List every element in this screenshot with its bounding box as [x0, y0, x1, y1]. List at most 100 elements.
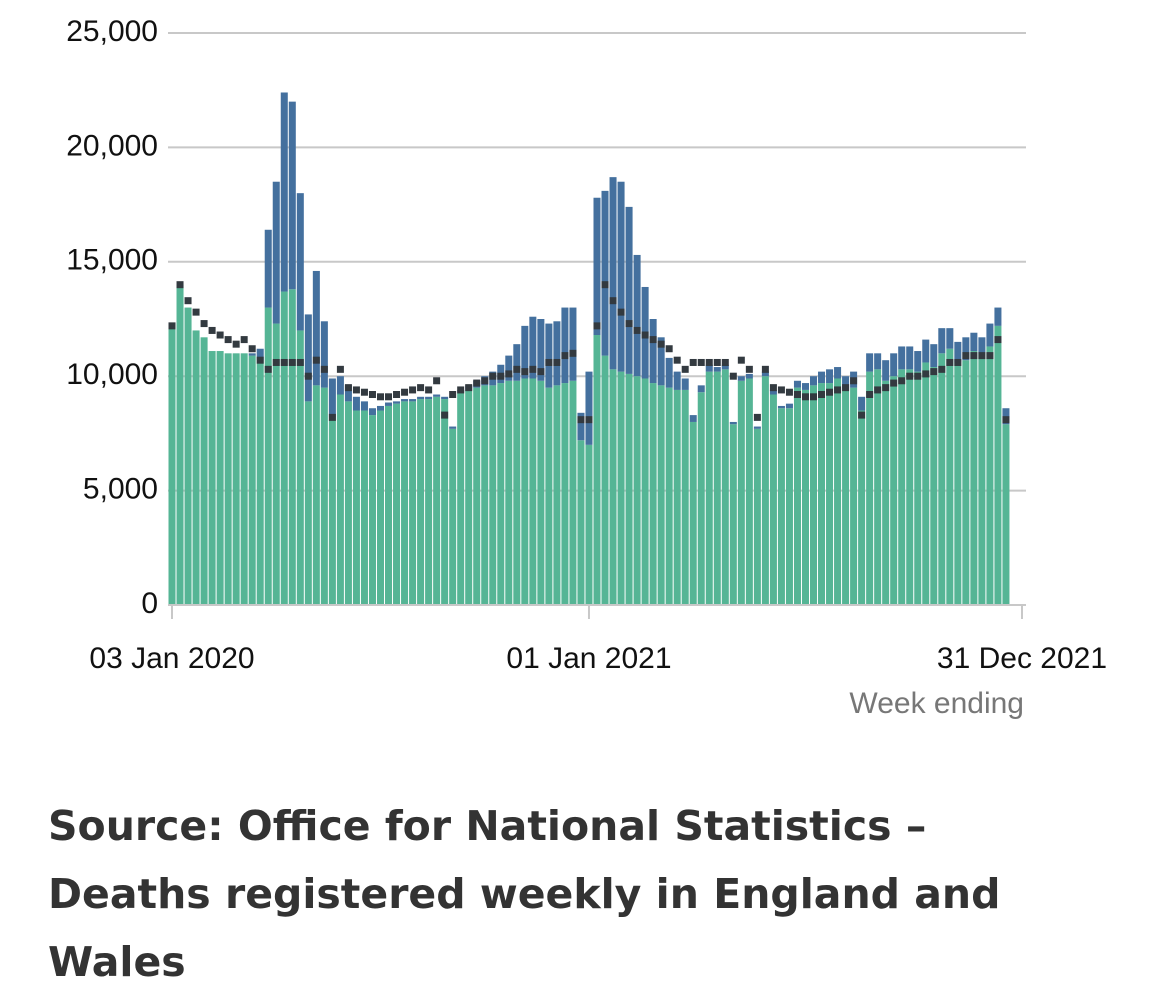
chart: Week ending 0 5,000 10,000 15,000 20,000 25,0… — [66, 15, 1107, 720]
bar-segment — [385, 402, 393, 406]
marker — [336, 365, 344, 373]
bar-segment — [537, 319, 545, 381]
bar-segment — [248, 353, 256, 356]
marker — [673, 356, 681, 364]
bar-segment — [272, 323, 280, 605]
bar-segment — [256, 360, 264, 605]
marker — [513, 365, 521, 373]
bar-segment — [441, 396, 449, 400]
marker — [1002, 416, 1010, 424]
bar-segment — [288, 289, 296, 605]
bar-segment — [850, 387, 858, 605]
bar-segment — [521, 325, 529, 379]
bar-segment — [425, 396, 433, 400]
bar-segment — [208, 351, 216, 605]
marker — [745, 365, 753, 373]
marker — [360, 388, 368, 396]
marker — [264, 365, 272, 373]
bar-segment — [336, 394, 344, 605]
bar-segment — [368, 415, 376, 605]
bar-segment — [777, 405, 785, 409]
bar-segment — [473, 387, 481, 605]
bar-segment — [417, 399, 425, 605]
marker — [898, 377, 906, 385]
marker — [312, 356, 320, 364]
bar-segment — [898, 369, 906, 605]
bar-segment — [649, 383, 657, 605]
marker — [248, 345, 256, 353]
marker — [986, 352, 994, 360]
bar-segment — [866, 353, 874, 372]
bar-segment — [681, 378, 689, 390]
bar-segment — [834, 367, 842, 379]
marker — [288, 358, 296, 366]
marker — [962, 352, 970, 360]
bar-segment — [874, 353, 882, 370]
bar-segment — [793, 380, 801, 388]
bar-segment — [288, 101, 296, 290]
bar-segment — [890, 376, 898, 605]
bar-segment — [970, 332, 978, 352]
bar-segment — [809, 385, 818, 605]
marker — [433, 377, 441, 385]
bar-segment — [954, 362, 962, 605]
marker — [850, 377, 858, 385]
marker — [505, 370, 513, 378]
bar-segment — [320, 387, 328, 605]
bar-segment — [801, 389, 809, 605]
marker — [826, 388, 834, 396]
marker — [866, 391, 874, 399]
marker — [521, 368, 529, 376]
bar-segment — [818, 371, 826, 384]
bar-segment — [336, 376, 344, 395]
marker — [232, 340, 240, 348]
marker — [930, 368, 938, 376]
bar-segment — [946, 328, 954, 349]
marker — [689, 358, 697, 366]
bar-segment — [665, 357, 673, 388]
bar-segment — [681, 389, 689, 605]
marker — [793, 391, 801, 399]
bar-segment — [729, 424, 737, 605]
bar-segment — [914, 371, 922, 605]
marker — [753, 413, 761, 421]
bar-segment — [296, 193, 304, 331]
bar-segment — [577, 412, 585, 441]
bar-segment — [545, 387, 553, 605]
bar-segment — [561, 307, 569, 384]
marker — [328, 413, 336, 421]
marker — [216, 331, 224, 339]
bar-segment — [497, 383, 505, 605]
bar-segment — [834, 378, 842, 605]
bar-segment — [553, 385, 561, 605]
bar-segment — [569, 380, 577, 605]
y-tick-label: 25,000 — [66, 15, 158, 48]
bar-segment — [994, 307, 1002, 326]
bar-segment — [713, 367, 721, 372]
marker — [721, 358, 729, 366]
bar-segment — [417, 396, 425, 400]
bar-segment — [224, 353, 232, 605]
bar-segment — [264, 307, 272, 605]
marker — [256, 356, 264, 364]
marker — [938, 365, 946, 373]
bar-segment — [344, 401, 352, 605]
bar-segment — [753, 426, 761, 429]
bar-segment — [449, 428, 457, 605]
bar-segment — [761, 376, 769, 605]
marker — [192, 308, 200, 316]
marker — [585, 416, 593, 424]
bar-segment — [328, 417, 336, 605]
bar-segment — [561, 383, 569, 605]
bar-segment — [978, 353, 986, 605]
bar-segment — [360, 410, 368, 605]
bar-segment — [986, 346, 994, 605]
marker — [801, 393, 809, 401]
bar-segment — [737, 376, 745, 381]
marker — [529, 365, 537, 373]
bar-segment — [505, 380, 513, 605]
marker — [914, 372, 922, 380]
bar-segment — [617, 371, 625, 605]
bar-segment — [801, 383, 809, 390]
bar-segment — [256, 348, 264, 361]
